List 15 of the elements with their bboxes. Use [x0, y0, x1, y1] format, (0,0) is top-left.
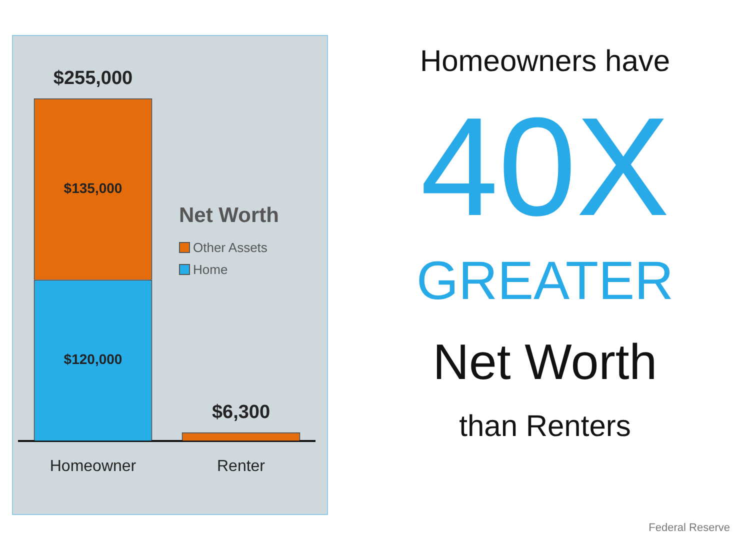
legend-label: Home	[193, 262, 228, 277]
legend-title: Net Worth	[179, 204, 279, 228]
text: than Renters	[458, 410, 632, 443]
text: Net Worth	[432, 334, 658, 390]
total-label: $255,000	[53, 68, 133, 90]
text: GREATER	[415, 251, 675, 312]
text: Federal Reserve	[648, 522, 730, 534]
text: 40X	[419, 88, 671, 245]
text: Homeowners have	[418, 45, 672, 78]
data-label: $135,000	[64, 180, 122, 196]
total-label: $6,300	[212, 402, 270, 424]
x-tick-label: Renter	[216, 458, 266, 475]
data-label: $120,000	[64, 351, 122, 368]
legend-label: Other Assets	[193, 240, 268, 255]
x-tick-label: Homeowner	[50, 458, 137, 475]
